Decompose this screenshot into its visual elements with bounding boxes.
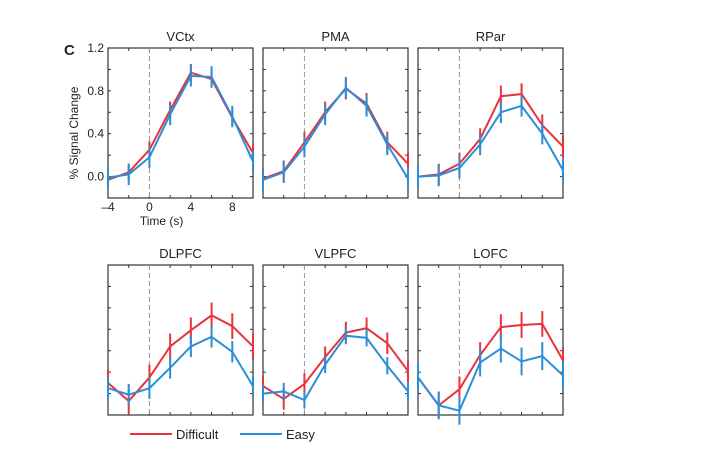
panel-title: RPar (476, 29, 506, 44)
series-line (107, 74, 254, 179)
panel-dlpfc: DLPFC (107, 246, 254, 416)
x-tick-label: 8 (229, 200, 236, 214)
panel-title: VCtx (166, 29, 195, 44)
series-easy (262, 327, 409, 409)
panel-title: LOFC (473, 246, 508, 261)
y-tick-label: 0.8 (87, 84, 104, 98)
series-easy (262, 76, 409, 191)
panel-title: DLPFC (159, 246, 202, 261)
series-line (107, 335, 254, 396)
series-line (417, 93, 564, 178)
series-line (262, 327, 409, 401)
series-line (262, 86, 409, 181)
panel-rpar: RPar (417, 29, 564, 199)
panel-title: VLPFC (315, 246, 357, 261)
plot-frame (107, 264, 254, 416)
panel-lofc: LOFC (417, 246, 564, 425)
panel-vlpfc: VLPFC (262, 246, 409, 416)
plot-frame (262, 47, 409, 199)
plot-frame (107, 47, 254, 199)
series-easy (417, 95, 564, 188)
series-easy (107, 326, 254, 406)
series-line (262, 334, 409, 402)
series-easy (417, 334, 564, 425)
series-line (107, 314, 254, 403)
panel-letter: C (64, 42, 75, 59)
legend-label-difficult: Difficult (176, 427, 219, 442)
x-tick-label: 0 (146, 200, 153, 214)
plot-frame (262, 264, 409, 416)
series-line (417, 347, 564, 412)
x-axis-label: Time (s) (140, 214, 184, 228)
series-easy (107, 65, 254, 189)
y-tick-label: 0.4 (87, 127, 104, 141)
legend: Difficult Easy (130, 427, 315, 442)
panel-title: PMA (321, 29, 350, 44)
y-tick-label: 1.2 (87, 41, 104, 55)
y-axis-label: % Signal Change (67, 86, 81, 179)
y-tick-label: 0.0 (87, 170, 104, 184)
x-tick-label: 4 (188, 200, 195, 214)
x-tick-label: –4 (101, 200, 115, 214)
legend-label-easy: Easy (286, 427, 315, 442)
panel-vctx: VCtx –4 0 4 8 0.0 0.4 0.8 1.2 Time (s) % Signal Ch… (67, 29, 254, 228)
series-line (417, 322, 564, 407)
panel-pma: PMA (262, 29, 409, 199)
series-line (417, 104, 564, 178)
